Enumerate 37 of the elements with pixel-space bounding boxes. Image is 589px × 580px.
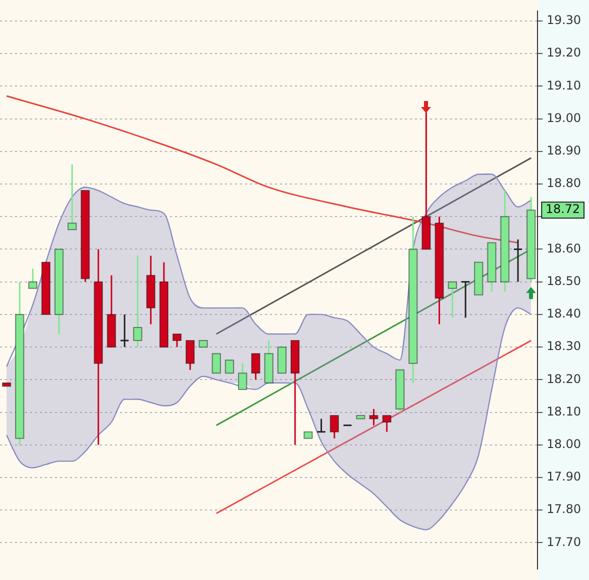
candlestick	[68, 164, 77, 230]
candlestick	[28, 268, 38, 290]
y-tick-label: 18.20	[546, 372, 582, 386]
y-tick-label: 19.10	[546, 78, 582, 92]
y-tick-label: 19.00	[546, 110, 582, 125]
candlestick	[382, 414, 392, 433]
y-tick-label: 18.90	[546, 144, 582, 158]
candlestick	[448, 281, 457, 318]
y-tick-label: 18.80	[546, 176, 582, 190]
y-tick-label: 17.90	[546, 470, 582, 484]
y-tick-label: 19.20	[546, 46, 582, 60]
candlestick	[369, 408, 378, 426]
candlestick	[172, 333, 182, 348]
y-tick-label: 17.70	[546, 534, 582, 549]
text: 18.72	[546, 202, 580, 216]
y-tick-label: 18.40	[546, 306, 582, 321]
candlestick	[460, 281, 470, 318]
candlestick	[186, 340, 195, 371]
y-tick-label: 18.30	[546, 339, 582, 354]
line-series	[6, 307, 532, 530]
candlestick	[212, 352, 221, 374]
y-tick-label: 18.50	[546, 274, 582, 288]
line-series	[6, 174, 532, 368]
candlestick	[251, 352, 260, 380]
y-tick-label: 17.80	[546, 502, 582, 516]
line-series	[6, 95, 519, 244]
candlestick	[316, 418, 326, 433]
y-tick-label: 18.60	[546, 241, 582, 256]
candlestick	[224, 359, 234, 374]
y-tick-label: 18.10	[546, 404, 582, 418]
candlestick	[330, 414, 339, 440]
candlestick	[513, 238, 523, 283]
candlestick	[133, 255, 142, 348]
y-tick-label: 18.00	[546, 437, 582, 452]
y-tick-label: 19.30	[546, 13, 582, 28]
candlestick	[120, 314, 130, 348]
candlestick	[238, 362, 248, 390]
